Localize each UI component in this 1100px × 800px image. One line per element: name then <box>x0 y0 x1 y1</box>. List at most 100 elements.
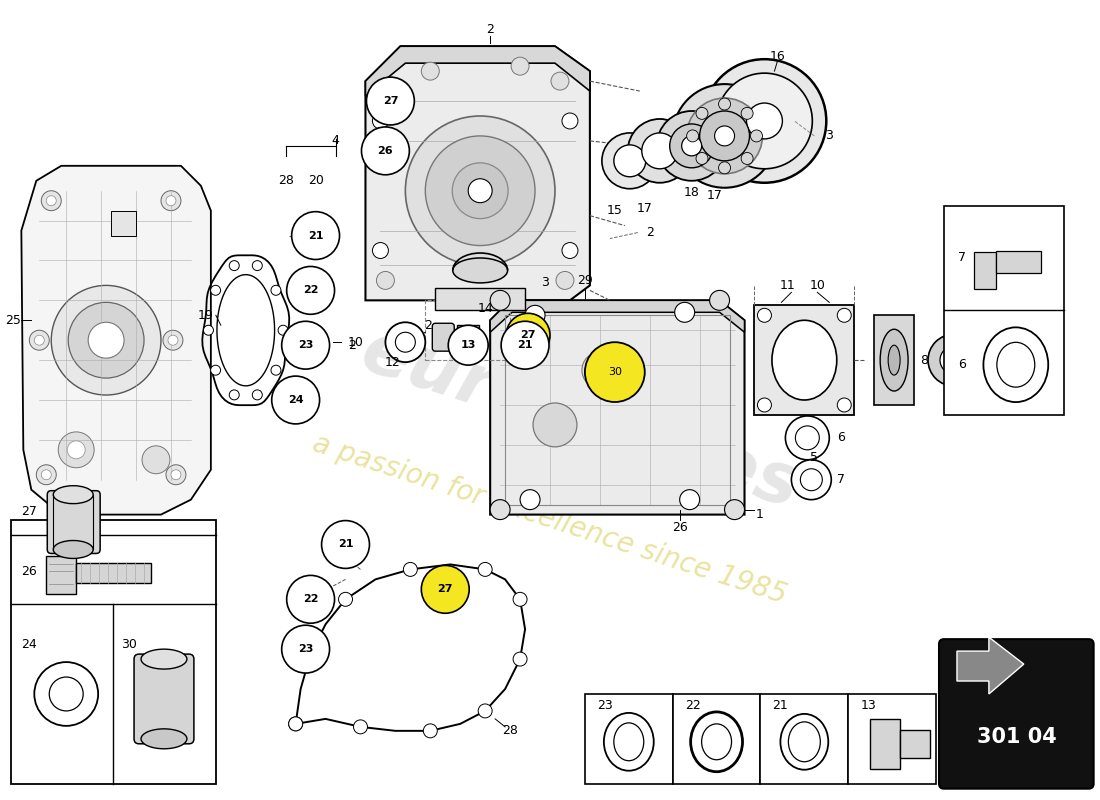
Bar <box>900 730 930 758</box>
Ellipse shape <box>780 714 828 770</box>
Bar <box>46 557 76 594</box>
Circle shape <box>36 465 56 485</box>
Circle shape <box>366 77 415 125</box>
Circle shape <box>641 133 678 169</box>
Circle shape <box>513 592 527 606</box>
Text: 19: 19 <box>198 309 213 322</box>
Text: 6: 6 <box>958 358 966 371</box>
Text: 22: 22 <box>685 699 701 713</box>
Text: eurospares: eurospares <box>352 317 807 523</box>
Circle shape <box>204 326 213 335</box>
Text: 26: 26 <box>377 146 393 156</box>
Circle shape <box>801 469 823 490</box>
Circle shape <box>42 470 52 480</box>
Circle shape <box>287 266 334 314</box>
Circle shape <box>718 162 730 174</box>
Text: 21: 21 <box>338 539 353 550</box>
Text: 13: 13 <box>860 699 876 713</box>
Text: 9: 9 <box>977 354 985 366</box>
Text: 27: 27 <box>383 96 398 106</box>
Text: 2: 2 <box>425 318 432 332</box>
Circle shape <box>747 103 782 139</box>
Circle shape <box>670 124 714 168</box>
Circle shape <box>304 647 318 661</box>
Circle shape <box>785 416 829 460</box>
Polygon shape <box>21 166 211 514</box>
Circle shape <box>339 592 352 606</box>
Ellipse shape <box>997 342 1035 387</box>
Circle shape <box>700 111 749 161</box>
Circle shape <box>741 153 754 165</box>
Text: 15: 15 <box>607 204 623 217</box>
Circle shape <box>674 302 694 322</box>
Bar <box>944 206 1064 415</box>
Circle shape <box>168 335 178 345</box>
Text: 25: 25 <box>6 314 21 326</box>
FancyBboxPatch shape <box>939 639 1093 789</box>
Polygon shape <box>957 637 1024 694</box>
Circle shape <box>210 366 221 375</box>
Bar <box>870 719 900 769</box>
Circle shape <box>170 470 180 480</box>
Text: 16: 16 <box>770 50 785 62</box>
Text: 10: 10 <box>348 336 363 349</box>
Circle shape <box>406 116 556 266</box>
Circle shape <box>791 460 832 500</box>
Circle shape <box>421 62 439 80</box>
Bar <box>585 694 673 784</box>
Circle shape <box>750 130 762 142</box>
Circle shape <box>562 113 578 129</box>
Bar <box>505 315 729 505</box>
Circle shape <box>703 59 826 182</box>
Text: 26: 26 <box>672 521 688 534</box>
Circle shape <box>585 342 645 402</box>
Circle shape <box>512 57 529 75</box>
Polygon shape <box>491 300 745 332</box>
Text: 1: 1 <box>756 508 763 521</box>
Circle shape <box>556 271 574 290</box>
Circle shape <box>673 84 777 188</box>
Ellipse shape <box>614 723 644 761</box>
Circle shape <box>42 190 62 210</box>
Bar <box>673 694 760 784</box>
Ellipse shape <box>789 722 821 762</box>
Circle shape <box>163 330 183 350</box>
Circle shape <box>288 717 302 731</box>
Ellipse shape <box>53 486 94 504</box>
Circle shape <box>30 330 50 350</box>
Circle shape <box>758 398 771 412</box>
Circle shape <box>282 626 330 673</box>
Circle shape <box>252 261 262 270</box>
Ellipse shape <box>141 649 187 669</box>
Circle shape <box>513 652 527 666</box>
Circle shape <box>229 390 239 400</box>
Circle shape <box>395 332 416 352</box>
Circle shape <box>452 163 508 218</box>
Bar <box>760 694 848 784</box>
Circle shape <box>321 521 370 569</box>
Circle shape <box>34 662 98 726</box>
Text: 30: 30 <box>121 638 138 650</box>
Ellipse shape <box>141 729 187 749</box>
Text: 21: 21 <box>772 699 789 713</box>
Text: 29: 29 <box>578 274 593 287</box>
Circle shape <box>287 575 334 623</box>
Circle shape <box>68 302 144 378</box>
Circle shape <box>166 196 176 206</box>
Text: 12: 12 <box>385 356 400 369</box>
Text: 5: 5 <box>811 451 818 464</box>
Text: 13: 13 <box>461 340 476 350</box>
Circle shape <box>725 500 745 519</box>
Circle shape <box>52 286 161 395</box>
Circle shape <box>58 432 95 468</box>
Circle shape <box>551 72 569 90</box>
FancyBboxPatch shape <box>134 654 194 744</box>
Ellipse shape <box>453 258 507 283</box>
Text: 10: 10 <box>810 279 825 292</box>
Polygon shape <box>111 210 136 235</box>
Circle shape <box>424 724 438 738</box>
Circle shape <box>282 322 330 369</box>
Circle shape <box>837 398 851 412</box>
Text: 2: 2 <box>646 226 653 239</box>
Text: 23: 23 <box>298 644 314 654</box>
